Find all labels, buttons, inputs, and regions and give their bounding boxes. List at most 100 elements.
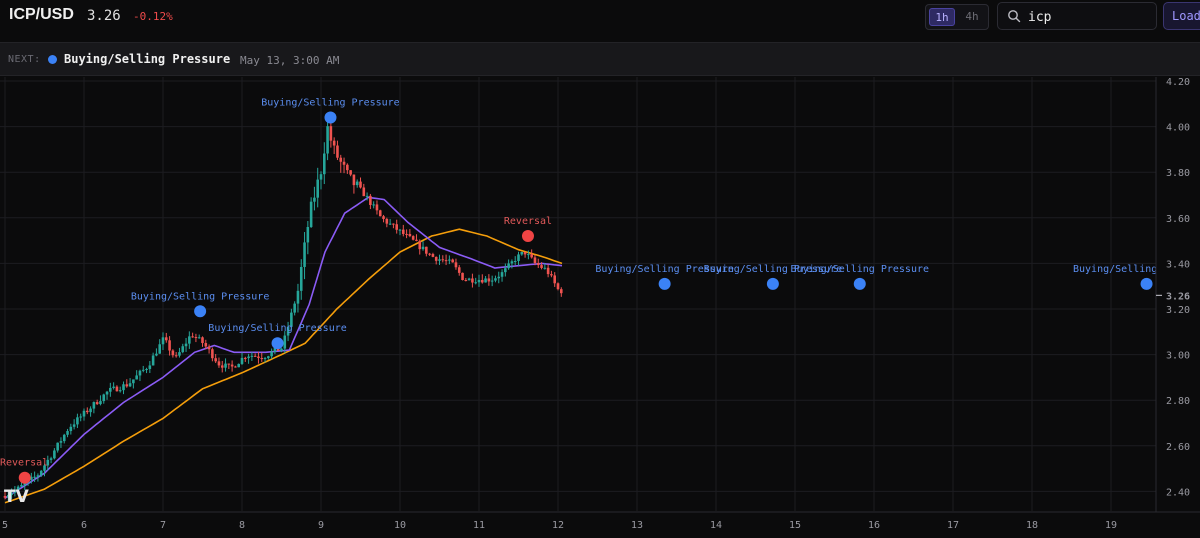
candle-body	[497, 276, 501, 279]
candle-body	[181, 346, 185, 353]
event-marker[interactable]	[521, 230, 534, 243]
candle-body	[267, 356, 270, 359]
candle-body	[132, 379, 135, 384]
current-price: 3.26	[87, 8, 121, 24]
candle-body	[448, 259, 451, 261]
candle-body	[523, 251, 527, 255]
candle-body	[313, 197, 316, 202]
candle-body	[148, 365, 152, 369]
event-label: Buying/Selling Pressure	[131, 291, 269, 302]
search-box[interactable]	[997, 2, 1157, 30]
candle-body	[39, 470, 43, 476]
candle-body	[66, 431, 69, 435]
candle-body	[194, 337, 198, 339]
event-marker[interactable]	[194, 305, 207, 318]
candle-body	[211, 349, 214, 359]
candle-body	[250, 355, 254, 357]
candle-body	[118, 390, 122, 392]
candle-body	[92, 402, 96, 409]
candle-body	[276, 347, 280, 351]
candle-body	[102, 394, 106, 402]
candle-body	[191, 336, 194, 338]
y-tick-label: 3.80	[1166, 168, 1190, 179]
candle-body	[263, 358, 267, 360]
event-marker[interactable]	[18, 471, 31, 484]
candle-body	[174, 355, 178, 357]
candle-body	[151, 355, 155, 366]
candle-body	[474, 282, 478, 284]
candle-body	[197, 337, 201, 339]
candle-body	[484, 278, 487, 283]
candle-body	[405, 233, 408, 235]
axes: 4.20 4.00 3.80 3.60 3.40 3.20 3.00 2.80 2.60 2.40…	[0, 77, 1200, 531]
candle-body	[553, 275, 557, 284]
candle-body	[253, 355, 257, 357]
event-marker[interactable]	[853, 277, 866, 290]
timeframe-1h-button[interactable]: 1h	[929, 8, 955, 26]
x-tick-label: 19	[1105, 520, 1117, 531]
candle-body	[95, 402, 99, 405]
candle-body	[3, 495, 7, 498]
price-change: -0.12%	[133, 10, 173, 23]
candle-body	[408, 233, 412, 237]
candle-body	[352, 174, 356, 186]
candle-body	[257, 356, 260, 359]
candle-body	[365, 195, 369, 197]
candle-body	[82, 410, 86, 417]
candle-body	[188, 336, 191, 344]
candle-body	[306, 227, 310, 243]
candle-body	[540, 265, 543, 268]
candle-body	[339, 157, 343, 162]
tradingview-logo: TV	[4, 487, 30, 507]
y-tick-label: 4.00	[1166, 123, 1190, 134]
event-marker[interactable]	[271, 337, 284, 350]
candle-body	[273, 347, 277, 352]
event-marker[interactable]	[324, 111, 337, 124]
svg-text:TV: TV	[4, 487, 30, 507]
candle-body	[490, 280, 494, 282]
candle-body	[128, 383, 132, 387]
candle-body	[520, 251, 524, 255]
x-tick-label: 13	[631, 520, 643, 531]
y-tick-label: 3.40	[1166, 259, 1190, 270]
event-label: Buying/Selling Pressure	[208, 323, 346, 334]
event-marker[interactable]	[1140, 277, 1153, 290]
candle-body	[79, 416, 83, 418]
price-chart[interactable]: Reversal Buying/Selling Pressure Buying/Se…	[0, 77, 1200, 538]
candle-body	[158, 344, 162, 354]
candle-body	[500, 272, 504, 277]
candle-body	[138, 370, 142, 376]
x-tick-label: 6	[81, 520, 87, 531]
candle-body	[471, 278, 474, 283]
event-marker[interactable]	[766, 277, 779, 290]
load-button[interactable]: Load	[1163, 2, 1200, 30]
event-marker[interactable]	[658, 277, 671, 290]
candle-body	[388, 223, 392, 225]
candle-body	[401, 229, 405, 234]
ma-slow-line	[4, 228, 563, 504]
timeframe-toggle: 1h 4h	[925, 4, 989, 30]
candle-body	[280, 348, 283, 351]
candle-body	[178, 352, 181, 356]
candle-body	[477, 279, 481, 283]
candle-body	[451, 259, 454, 263]
y-tick-label: 3.20	[1166, 305, 1190, 316]
x-tick-label: 14	[710, 520, 722, 531]
candle-body	[260, 358, 264, 360]
next-event-bar: NEXT: Buying/Selling Pressure May 13, 3:…	[0, 42, 1200, 76]
search-input[interactable]	[1026, 6, 1150, 28]
candle-body	[6, 494, 10, 498]
candle-body	[89, 408, 92, 413]
candle-body	[480, 279, 484, 283]
candle-body	[510, 261, 514, 264]
candle-body	[454, 262, 458, 268]
timeframe-4h-button[interactable]: 4h	[965, 10, 979, 23]
candle-body	[316, 179, 320, 198]
candle-body	[527, 254, 530, 256]
candle-body	[461, 272, 464, 281]
candle-body	[507, 263, 510, 269]
candle-body	[382, 216, 385, 219]
candle-body	[421, 246, 425, 250]
